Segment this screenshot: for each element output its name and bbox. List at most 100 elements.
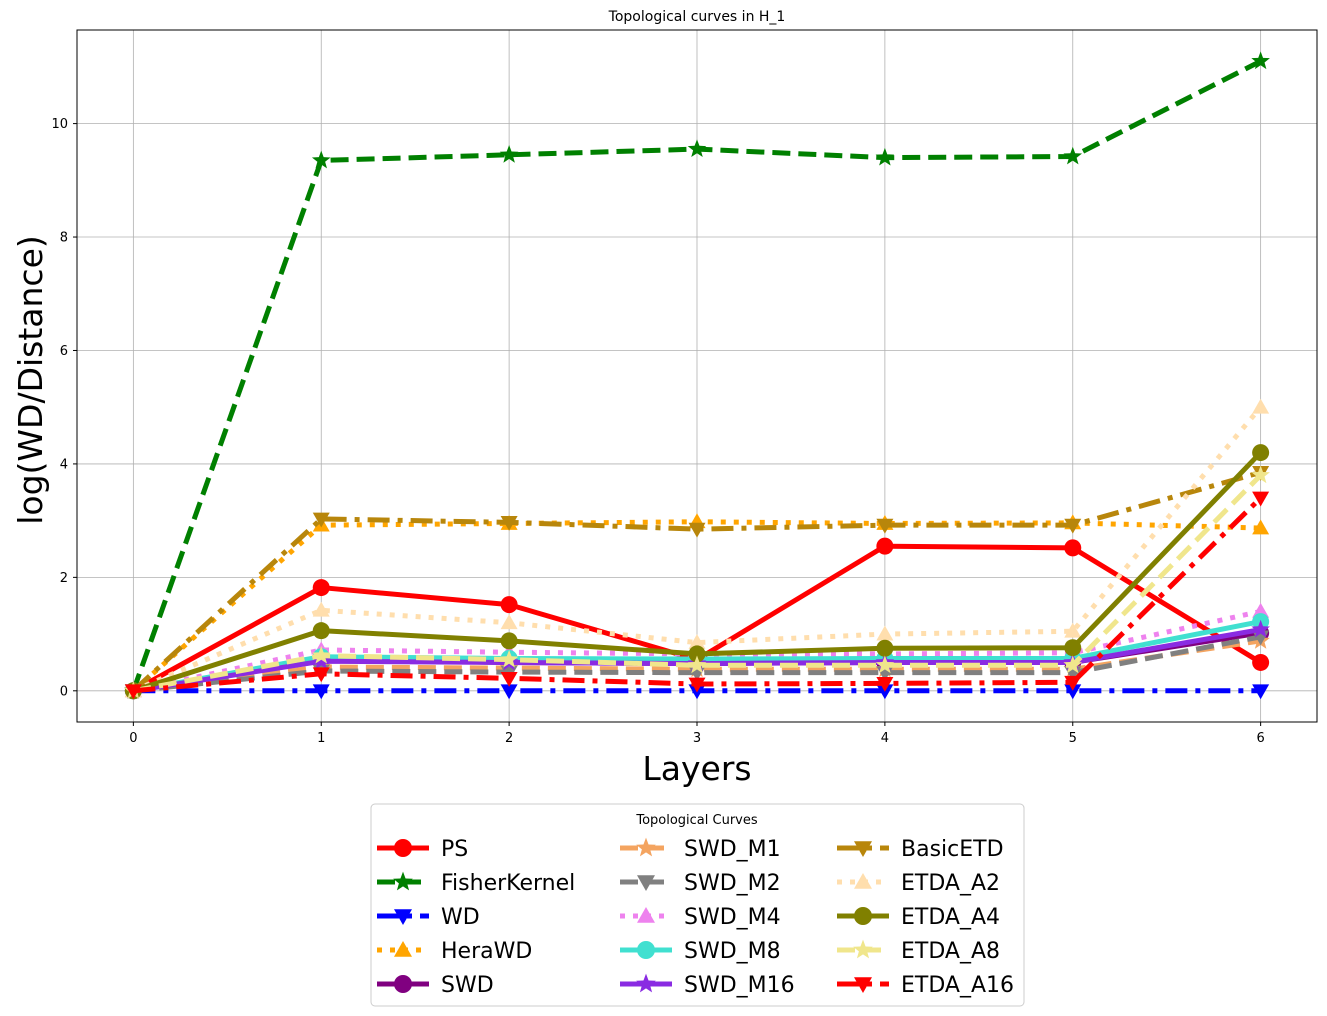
data-point xyxy=(1252,519,1270,535)
data-point xyxy=(312,667,330,683)
x-tick-label: 1 xyxy=(317,731,325,746)
legend-swatch-marker xyxy=(854,977,872,993)
data-point xyxy=(312,579,330,597)
data-point xyxy=(312,601,330,617)
x-tick-label: 3 xyxy=(693,731,701,746)
y-axis-label: log(WD/Distance) xyxy=(11,235,50,525)
legend-item: ETDA_A16 xyxy=(837,973,1014,998)
legend-swatch-marker xyxy=(637,875,655,891)
legend-label: BasicETD xyxy=(901,837,1004,862)
x-axis-label: Layers xyxy=(642,749,751,788)
data-point xyxy=(1252,602,1270,618)
data-point xyxy=(312,684,330,700)
data-point xyxy=(876,537,894,555)
data-point xyxy=(1063,655,1083,674)
data-point xyxy=(311,651,331,670)
y-tick-label: 6 xyxy=(60,344,68,359)
legend-label: WD xyxy=(441,905,480,930)
data-point xyxy=(1064,518,1082,534)
legend-item: SWD_M1 xyxy=(620,837,781,862)
axis-ticks: 0 1 2 3 4 5 6 0 2 4 6 8 10 xyxy=(51,117,1264,746)
series-etda-a4 xyxy=(124,444,1270,700)
legend-swatch-marker xyxy=(394,909,412,925)
legend-item: PS xyxy=(377,837,468,862)
x-tick-label: 0 xyxy=(129,731,137,746)
legend-swatch-marker xyxy=(394,941,412,957)
data-point xyxy=(500,684,518,700)
x-tick-label: 4 xyxy=(881,731,889,746)
data-point xyxy=(876,639,894,657)
data-point xyxy=(499,649,519,668)
data-point xyxy=(311,150,331,169)
legend: Topological Curves PS FisherKernel WD HeraW… xyxy=(370,803,1025,1007)
data-point xyxy=(1251,51,1270,70)
data-point xyxy=(1064,539,1082,557)
x-tick-label: 6 xyxy=(1256,731,1264,746)
legend-swatch-marker xyxy=(853,939,873,959)
legend-label: SWD_M4 xyxy=(684,905,781,930)
series-etda-a16 xyxy=(124,491,1270,700)
legend-label: HeraWD xyxy=(441,939,532,964)
data-point xyxy=(1064,622,1082,638)
data-point xyxy=(1064,684,1082,700)
legend-swatch-marker xyxy=(394,975,412,993)
x-tick-label: 2 xyxy=(505,731,513,746)
data-point xyxy=(876,677,894,692)
data-point xyxy=(1251,465,1270,484)
data-point xyxy=(500,515,518,531)
legend-item: HeraWD xyxy=(377,939,532,964)
y-tick-label: 0 xyxy=(60,684,68,699)
legend-item: WD xyxy=(377,905,480,930)
legend-swatch-marker xyxy=(393,871,413,891)
data-point xyxy=(1252,398,1270,414)
data-point xyxy=(687,655,707,674)
data-point xyxy=(1064,639,1082,657)
legend-label: ETDA_A16 xyxy=(901,973,1014,998)
data-point xyxy=(312,622,330,640)
data-point xyxy=(1252,684,1270,700)
data-point xyxy=(500,614,518,630)
data-point xyxy=(1252,444,1270,462)
legend-swatch-marker xyxy=(637,941,655,959)
legend-item: BasicETD xyxy=(837,837,1004,862)
legend-label: SWD_M16 xyxy=(684,973,795,998)
chart-title: Topological curves in H_1 xyxy=(608,9,786,25)
y-tick-label: 10 xyxy=(51,117,68,132)
data-point xyxy=(876,625,894,641)
plot-series xyxy=(124,51,1270,700)
legend-item: SWD_M4 xyxy=(620,905,781,930)
legend-swatch-marker xyxy=(637,907,655,923)
data-point xyxy=(688,522,706,538)
legend-swatch-marker xyxy=(636,837,656,857)
legend-label: SWD_M1 xyxy=(684,837,781,862)
data-point xyxy=(688,645,706,663)
legend-item: ETDA_A2 xyxy=(837,871,1000,896)
data-point xyxy=(875,147,895,166)
legend-swatch-marker xyxy=(394,839,412,857)
legend-label: SWD_M8 xyxy=(684,939,781,964)
legend-item: SWD_M2 xyxy=(620,871,781,896)
legend-swatch-marker xyxy=(636,973,656,993)
legend-swatch-marker xyxy=(854,907,872,925)
y-tick-label: 2 xyxy=(60,571,68,586)
data-point xyxy=(500,596,518,614)
data-point xyxy=(500,632,518,650)
legend-item: FisherKernel xyxy=(377,871,575,896)
data-point xyxy=(311,645,331,664)
data-point xyxy=(688,634,706,649)
legend-label: FisherKernel xyxy=(441,871,575,896)
data-point xyxy=(124,684,142,700)
legend-item: ETDA_A8 xyxy=(837,939,1000,964)
data-point xyxy=(1252,491,1270,507)
legend-title: Topological Curves xyxy=(635,813,758,828)
data-point xyxy=(875,655,895,674)
legend-label: SWD_M2 xyxy=(684,871,781,896)
data-point xyxy=(1252,653,1270,671)
legend-label: ETDA_A4 xyxy=(901,905,1000,930)
data-point xyxy=(1251,619,1270,638)
y-tick-label: 8 xyxy=(60,231,68,246)
data-point xyxy=(499,145,519,163)
data-point xyxy=(876,518,894,534)
legend-item: ETDA_A4 xyxy=(837,905,1000,930)
